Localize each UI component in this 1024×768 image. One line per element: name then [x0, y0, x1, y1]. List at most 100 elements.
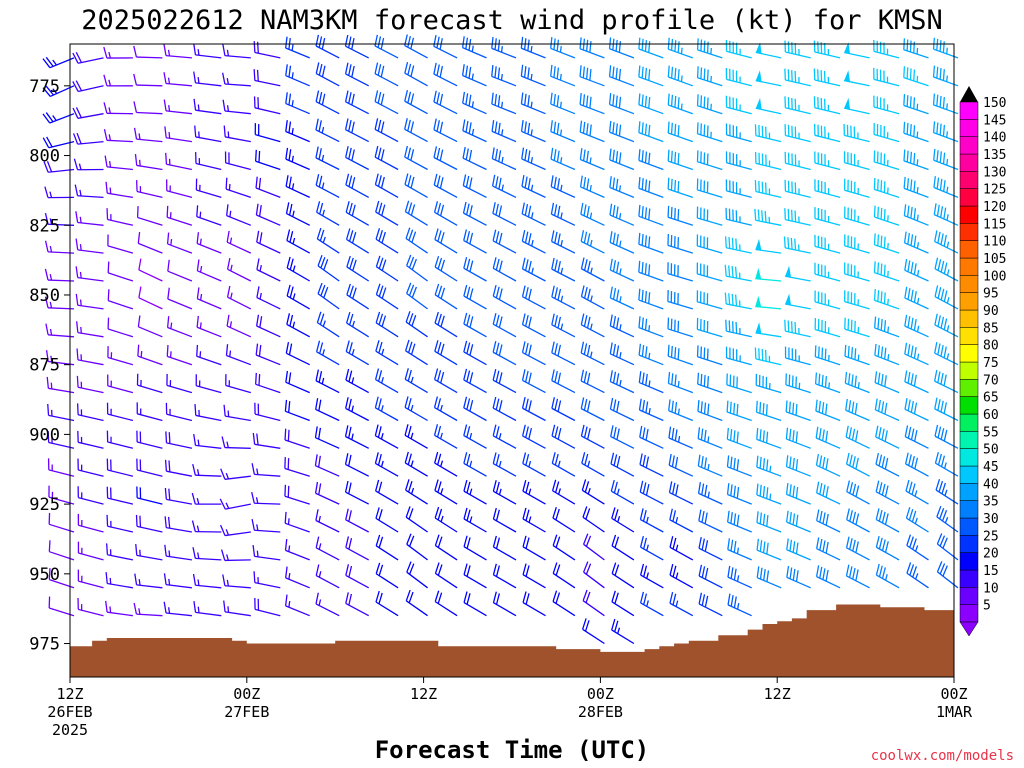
barb-half-flag [857, 299, 859, 306]
barb-flag [168, 460, 171, 472]
barb-flag [639, 508, 644, 520]
barb-flag [219, 498, 226, 510]
barb-flag [579, 175, 583, 188]
barb-flag [521, 175, 525, 187]
barb-half-flag [51, 464, 53, 471]
barb-staff [375, 462, 399, 477]
barb-flag [135, 543, 138, 556]
wind-barb [786, 538, 811, 561]
barb-staff [255, 133, 281, 143]
barb-flag [439, 149, 444, 161]
barb-flag [256, 286, 260, 298]
barb-flag [855, 541, 859, 553]
barb-flag [913, 125, 916, 137]
barb-flag [319, 229, 325, 242]
barb-flag [555, 592, 561, 604]
barb-half-flag [946, 47, 948, 54]
barb-flag [785, 483, 789, 495]
barb-flag [375, 283, 381, 295]
barb-flag [285, 202, 290, 214]
barb-flag [608, 65, 612, 77]
barb-staff [756, 522, 782, 533]
barb-staff [434, 434, 458, 449]
barb-half-flag [530, 156, 534, 164]
barb-flag [191, 492, 196, 505]
wind-barb [404, 451, 428, 477]
barb-half-flag [557, 488, 562, 495]
barb-staff [697, 356, 723, 366]
wind-barb [697, 372, 723, 394]
barb-staff [197, 270, 222, 282]
barb-half-flag [500, 46, 504, 53]
barb-flag [492, 257, 497, 269]
barb-flag [469, 288, 474, 300]
barb-staff [77, 359, 104, 366]
wind-barb [75, 293, 104, 310]
wind-barb [816, 537, 841, 561]
wind-barb [106, 514, 134, 533]
barb-half-flag [560, 157, 563, 164]
barb-flag [732, 321, 734, 333]
wind-barb [725, 179, 752, 199]
wind-barb [223, 404, 251, 422]
colorbar-swatch [959, 535, 979, 553]
wind-barb [492, 341, 517, 366]
barb-half-flag [916, 103, 919, 110]
barb-staff [77, 249, 104, 254]
barb-staff [522, 240, 546, 254]
barb-flag [609, 314, 613, 326]
barb-flag [166, 205, 169, 218]
barb-staff [227, 296, 252, 310]
wind-barb [492, 229, 517, 254]
wind-barb [462, 201, 487, 226]
barb-flag [436, 175, 441, 187]
barb-flag [725, 346, 728, 358]
barb-flag [72, 81, 79, 92]
barb-staff [845, 436, 870, 449]
barb-flag [937, 453, 943, 466]
barb-flag [913, 152, 916, 165]
barb-half-flag [140, 351, 143, 358]
barb-flag [463, 257, 468, 269]
barb-staff [726, 275, 752, 282]
barb-flag [344, 425, 349, 437]
barb-staff [846, 463, 870, 477]
barb-staff [167, 298, 193, 310]
barb-flag [787, 180, 790, 193]
barb-flag [469, 316, 474, 328]
barb-flag [727, 565, 731, 578]
barb-flag [553, 66, 556, 78]
barb-flag [818, 373, 821, 386]
barb-staff [844, 273, 870, 282]
barb-flag [609, 258, 613, 271]
barb-flag [615, 39, 618, 52]
barb-flag [909, 68, 912, 80]
barb-flag [756, 455, 759, 468]
barb-half-flag [857, 271, 859, 278]
barb-staff [640, 574, 664, 589]
barb-staff [786, 466, 811, 477]
barb-flag [554, 259, 558, 271]
barb-pennant [755, 295, 762, 308]
barb-staff [873, 106, 900, 115]
barb-flag [815, 565, 820, 577]
wind-barb [345, 228, 370, 254]
barb-flag [823, 98, 826, 111]
wind-barb [77, 597, 104, 617]
barb-flag [345, 508, 349, 520]
barb-staff [107, 413, 134, 422]
wind-barb [873, 233, 900, 254]
barb-staff [405, 489, 428, 505]
barb-flag [815, 453, 820, 466]
barb-half-flag [619, 212, 622, 220]
barb-staff [580, 240, 605, 254]
barb-flag [825, 403, 828, 415]
barb-flag [555, 536, 561, 548]
wind-barb [873, 177, 900, 199]
barb-flag [463, 284, 468, 297]
barb-flag [375, 311, 381, 324]
barb-flag [794, 126, 797, 138]
barb-flag [943, 429, 948, 442]
barb-staff [433, 129, 458, 143]
wind-barb [73, 158, 104, 171]
